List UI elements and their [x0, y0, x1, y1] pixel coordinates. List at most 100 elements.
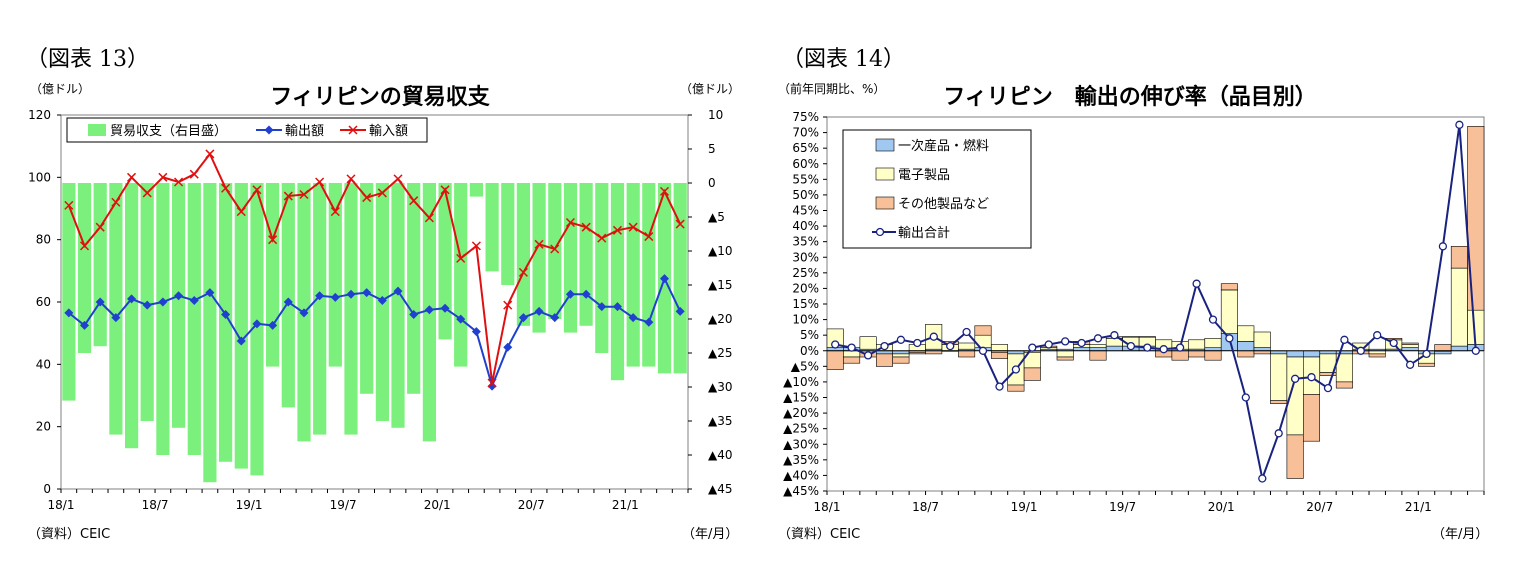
total-exports-marker — [962, 327, 971, 337]
legend-label: その他製品など — [898, 197, 989, 212]
stacked-bar-segment — [990, 344, 1008, 351]
y-tick-label: 0% — [800, 344, 819, 358]
y-tick-label: 5% — [800, 328, 819, 342]
trade-balance-bar — [563, 183, 578, 333]
y-tick-label: 10% — [792, 313, 819, 327]
total-exports-marker — [995, 382, 1004, 391]
stacked-bar-segment — [1056, 350, 1074, 358]
exports-marker — [299, 308, 309, 318]
total-exports-marker — [1061, 337, 1070, 346]
y-tick-label: 35% — [792, 235, 819, 249]
fig13-plot-area — [60, 114, 689, 490]
stacked-bar-segment — [1303, 350, 1321, 358]
y-tick-label: 65% — [792, 141, 819, 155]
exports-marker — [95, 297, 105, 307]
y-tick-label: 20% — [792, 281, 819, 295]
y-tick-label: ▲5% — [791, 359, 819, 373]
stacked-bar-segment — [1056, 356, 1074, 361]
trade-balance-bar — [219, 183, 233, 462]
x-tick-label: 19/7 — [330, 498, 357, 512]
stacked-bar-segment — [908, 351, 926, 355]
trade-balance-bar — [93, 183, 107, 347]
total-exports-line — [835, 124, 1477, 483]
imports-marker — [127, 172, 137, 182]
stacked-bar-segment — [1220, 289, 1238, 334]
stacked-bar-segment — [1368, 353, 1386, 358]
left-tick-label: 100 — [28, 170, 51, 184]
right-tick-label: ▲45 — [708, 482, 733, 496]
exports-marker — [456, 314, 466, 324]
trade-balance-bar — [485, 183, 499, 272]
left-tick-label: 80 — [36, 233, 51, 247]
legend-label: 一次産品・燃料 — [898, 138, 989, 154]
x-tick-label: 21/1 — [1405, 500, 1432, 514]
imports-marker — [659, 186, 670, 196]
stacked-bar-segment — [1303, 394, 1321, 442]
fig13-source: （資料）CEIC — [28, 527, 110, 542]
stacked-bar-segment — [1138, 336, 1156, 338]
stacked-bar-segment — [1270, 353, 1288, 401]
total-exports-marker — [880, 341, 889, 351]
imports-marker — [299, 189, 309, 200]
trade-balance-bar — [313, 183, 327, 435]
fig14-title: フィリピン 輸出の伸び率（品目別） — [943, 84, 1317, 110]
x-tick-label: 20/7 — [1306, 500, 1333, 514]
exports-marker — [205, 288, 215, 298]
total-exports-marker — [847, 343, 856, 352]
stacked-bar-segment — [1237, 341, 1255, 352]
imports-marker — [644, 232, 654, 242]
total-exports-marker — [1274, 429, 1283, 438]
stacked-bar-segment — [1007, 384, 1025, 392]
stacked-bar-segment — [1418, 362, 1436, 367]
imports-marker — [612, 225, 622, 235]
stacked-bar-segment — [1204, 337, 1222, 348]
left-tick-label: 60 — [36, 295, 51, 309]
exports-marker — [659, 274, 669, 284]
legend-label-exports: 輸出額 — [285, 124, 324, 139]
total-exports-marker — [1405, 360, 1415, 369]
x-tick-label: 21/1 — [612, 498, 639, 512]
right-tick-label: ▲15 — [708, 278, 733, 292]
imports-marker — [456, 253, 466, 263]
imports-marker — [597, 233, 607, 243]
trade-balance-bar — [281, 183, 295, 408]
fig13-title: フィリピンの貿易収支 — [270, 85, 491, 110]
exports-marker — [221, 309, 231, 319]
stacked-bar-segment — [1434, 344, 1452, 351]
x-tick-label: 20/1 — [424, 498, 451, 512]
total-exports-marker — [1455, 120, 1464, 129]
total-exports-marker — [929, 332, 938, 341]
total-exports-marker — [946, 341, 955, 351]
imports-marker — [268, 235, 278, 245]
total-exports-marker — [1077, 338, 1086, 348]
x-tick-label: 19/7 — [1109, 500, 1136, 514]
stacked-bar-segment — [958, 350, 976, 358]
stacked-bar-segment — [892, 356, 910, 364]
stacked-bar-segment — [892, 350, 910, 355]
stacked-bar-segment — [1220, 283, 1238, 291]
exports-marker — [393, 286, 403, 296]
trade-balance-bar — [203, 183, 217, 483]
trade-balance-bar — [642, 183, 656, 367]
x-tick-label: 19/1 — [1011, 500, 1038, 514]
exports-marker — [644, 317, 654, 327]
y-tick-label: 60% — [792, 157, 819, 171]
right-tick-label: ▲35 — [708, 414, 733, 428]
fig13-x-unit: （年/月） — [682, 527, 738, 542]
fig13-left-unit: （億ドル） — [30, 82, 90, 96]
y-tick-label: 40% — [792, 219, 819, 233]
exports-marker — [597, 302, 607, 312]
y-tick-label: 15% — [792, 297, 819, 311]
total-exports-marker — [896, 335, 906, 344]
y-tick-label: ▲30% — [783, 437, 819, 451]
imports-marker — [440, 185, 450, 195]
y-tick-label: ▲10% — [783, 375, 819, 389]
stacked-bar-segment — [1335, 381, 1353, 389]
trade-balance-bar — [626, 183, 640, 367]
stacked-bar-segment — [1368, 350, 1386, 355]
y-tick-label: ▲40% — [783, 468, 819, 482]
stacked-bar-segment — [1401, 347, 1419, 352]
stacked-bar-segment — [1467, 126, 1485, 311]
stacked-bar-segment — [1204, 350, 1222, 361]
imports-marker — [487, 378, 497, 388]
